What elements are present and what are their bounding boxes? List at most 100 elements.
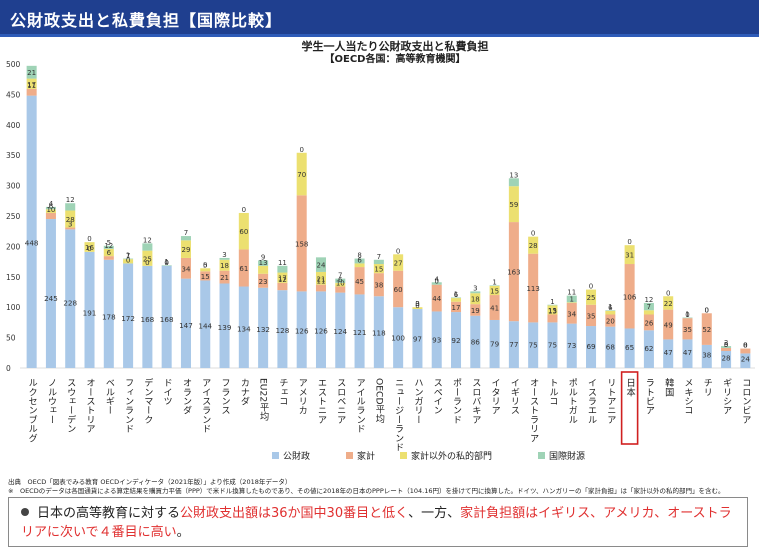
data-label-public: 65 (625, 343, 634, 352)
data-label-household: 0 (126, 256, 130, 264)
category-label: ノルウェー (45, 378, 57, 424)
data-label-other-private: 0 (724, 341, 728, 349)
category-label: オーストラリア (528, 378, 540, 442)
data-label-public: 132 (256, 325, 270, 334)
data-label-other-private: 6 (357, 256, 362, 264)
bar-segment-international (470, 291, 481, 294)
bar-segment-other-private (354, 263, 365, 268)
category-label: ルクセンブルグ (26, 378, 38, 442)
data-label-household: 11 (317, 278, 326, 286)
bar-segment-household (65, 227, 76, 230)
header-bar: 公財政支出と私費負担【国際比較】 (0, 0, 759, 34)
bar-segment-other-private (586, 289, 597, 305)
data-label-public: 38 (702, 351, 712, 360)
chart-title: 学生一人当たり公財政支出と私費負担 (302, 39, 489, 53)
summary-part-1: 日本の高等教育に対する (37, 506, 181, 521)
bar-segment-international (547, 304, 558, 306)
category-label: イスラエル (586, 378, 598, 424)
data-label-public: 100 (391, 334, 405, 343)
data-label-public: 86 (471, 337, 481, 346)
source-line: 出典 OECD「図表でみる教育 OECDインディケータ（2021年版）」より作成… (8, 478, 292, 486)
bar-segment-public (431, 311, 442, 368)
bar-segment-household (489, 295, 500, 320)
data-label-other-private: 15 (374, 266, 383, 274)
data-label-other-private: 6 (338, 276, 343, 284)
bar-segment-other-private (508, 186, 519, 223)
category-label: トルコ (547, 378, 559, 406)
data-label-international: 0 (743, 342, 747, 350)
bar-segment-household (219, 270, 230, 284)
data-label-public: 118 (372, 329, 386, 338)
data-label-public: 139 (218, 323, 232, 332)
data-label-international: 12 (644, 296, 653, 304)
source-note-line: ※ OECDのデータは各国通貨による算定結果を購買力平価（PPP）で米ドル換算し… (8, 487, 725, 495)
data-label-international: 4 (49, 200, 54, 208)
data-label-international: 1 (685, 311, 689, 319)
bullet-icon (21, 508, 29, 516)
y-tick-label: 300 (6, 182, 21, 191)
data-label-household: 6 (107, 249, 112, 257)
y-tick-label: 100 (6, 303, 21, 312)
bar-segment-household (721, 347, 732, 351)
category-label: エストニア (315, 378, 327, 424)
bar-segment-household (643, 314, 654, 331)
data-label-other-private: 59 (509, 201, 518, 209)
data-label-international: 13 (509, 171, 518, 179)
data-label-international: 7 (338, 272, 342, 280)
data-label-other-private: 17 (27, 81, 36, 89)
bar-segment-international (219, 257, 230, 260)
bar-segment-public (605, 326, 616, 368)
summary-highlight-household: 家計負担額はイギリス、アメリカ、オーストラリアに次いで４番目に高い (21, 506, 732, 540)
data-label-international: 0 (589, 283, 593, 291)
legend-label: 公財政 (283, 450, 310, 462)
bar-segment-household (431, 284, 442, 312)
data-label-household: 49 (664, 322, 673, 330)
bar-segment-public (65, 229, 76, 368)
bar-segment-other-private (643, 310, 654, 315)
bar-segment-other-private (84, 242, 95, 252)
data-label-other-private: 1 (570, 295, 574, 303)
bar-segment-other-private (296, 152, 307, 196)
bar-segment-public (258, 287, 269, 368)
bar-segment-other-private (663, 296, 674, 310)
chart-subtitle: 【OECD各国：高等教育機関】 (325, 52, 466, 65)
data-label-household: 11 (27, 82, 36, 90)
bar-segment-international (605, 310, 616, 311)
bar-segment-household (103, 256, 114, 260)
data-label-household: 8 (743, 342, 747, 350)
bar-segment-public (721, 350, 732, 368)
data-label-public: 228 (63, 299, 77, 308)
legend-swatch-household (346, 452, 353, 459)
data-label-public: 126 (295, 327, 309, 336)
data-label-other-private: 25 (143, 255, 152, 263)
category-label: スロベニア (335, 378, 347, 424)
data-label-household: 23 (259, 278, 268, 286)
category-label: EU22平均 (258, 378, 270, 422)
y-tick-label: 150 (6, 273, 21, 282)
data-label-public: 92 (451, 336, 460, 345)
data-label-other-private: 6 (49, 202, 54, 210)
data-label-other-private: 15 (490, 287, 499, 295)
bar-segment-public (528, 322, 539, 368)
category-label: ギリシア (721, 378, 732, 415)
bar-segment-household (238, 249, 249, 287)
data-label-public: 93 (432, 336, 441, 345)
data-label-public: 68 (606, 342, 616, 351)
data-label-international: 1 (608, 303, 612, 311)
data-label-other-private: 16 (85, 244, 94, 252)
data-label-public: 47 (664, 348, 673, 357)
data-label-international: 0 (242, 206, 246, 214)
data-label-other-private: 29 (181, 246, 190, 254)
data-label-other-private: 25 (587, 294, 596, 302)
data-label-other-private: 27 (394, 260, 403, 268)
bar-segment-household (624, 264, 635, 329)
summary-text: 日本の高等教育に対する公財政支出額は36か国中30番目と低く、一方、家計負担額は… (21, 504, 741, 542)
bar-segment-household (45, 212, 56, 220)
bar-segment-other-private (624, 245, 635, 265)
category-label: 日本 (624, 378, 636, 397)
bar-segment-other-private (142, 250, 153, 266)
data-label-public: 97 (413, 334, 422, 343)
bar-segment-other-private (566, 302, 577, 303)
bar-segment-household (180, 257, 191, 279)
bar-segment-other-private (123, 259, 134, 264)
